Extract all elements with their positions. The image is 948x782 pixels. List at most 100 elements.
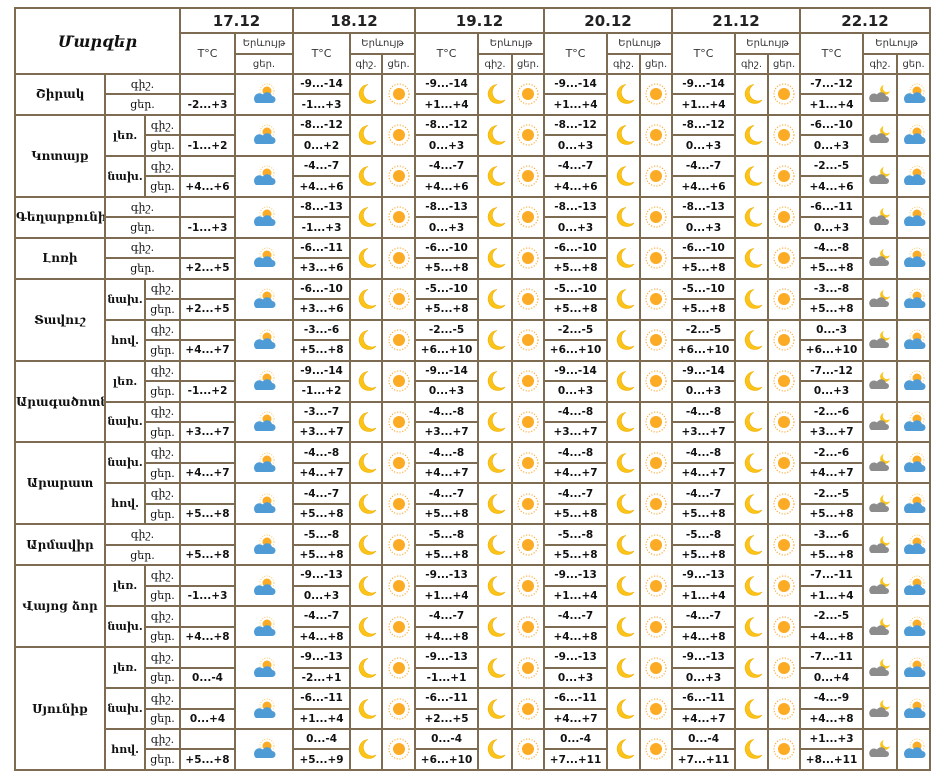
sun-icon	[772, 369, 796, 393]
partly-cloudy-icon	[252, 533, 276, 557]
moon-icon	[740, 533, 764, 557]
partly-cloudy-icon	[252, 164, 276, 188]
moon-icon	[740, 574, 764, 598]
partly-cloudy-icon	[252, 574, 276, 598]
weather-icon-cell	[606, 73, 642, 116]
moon-icon	[612, 697, 636, 721]
moon-icon	[612, 369, 636, 393]
moon-icon	[354, 287, 378, 311]
temp-night: -4...-9	[799, 687, 865, 710]
weather-icon-cell	[767, 359, 802, 403]
moon-icon	[740, 328, 764, 352]
weather-icon-cell	[606, 154, 642, 198]
sun-icon	[387, 451, 411, 475]
temp-day: +4...+6	[543, 175, 609, 198]
weather-icon-cell	[606, 728, 642, 771]
weather-icon-cell	[511, 687, 546, 730]
weather-icon-cell	[639, 605, 674, 649]
sun-icon	[644, 492, 668, 516]
sun-icon	[516, 615, 540, 639]
sun-icon	[387, 246, 411, 270]
sun-icon	[516, 451, 540, 475]
temp-day: +5...+8	[292, 543, 352, 567]
temp-day: 0...+3	[414, 134, 480, 157]
partly-cloudy-icon	[902, 492, 926, 516]
moon-icon	[740, 205, 764, 229]
weather-icon-cell	[234, 359, 295, 403]
cloudy-night-icon	[868, 615, 892, 639]
sun-icon	[772, 697, 796, 721]
night-header: գիշ.	[349, 53, 384, 75]
weather-icon-cell	[349, 564, 384, 608]
night-label: գիշ.	[143, 482, 182, 505]
temp-night: -2...-6	[799, 400, 865, 423]
zone-label: լեռ.	[104, 646, 146, 690]
moon-icon	[354, 492, 378, 516]
temp-night: -7...-12	[799, 72, 865, 96]
sun-icon	[772, 287, 796, 311]
moon-icon	[612, 410, 636, 434]
temp-night: -6...-10	[671, 236, 737, 260]
region-name: Գեղարքունիք	[14, 195, 106, 239]
day-label: ցեր.	[143, 420, 182, 444]
weather-icon-cell	[349, 728, 384, 771]
weather-icon-cell	[234, 687, 295, 730]
temp-night-empty	[179, 318, 237, 342]
weather-icon-cell	[511, 195, 546, 239]
sun-icon	[516, 123, 540, 147]
weather-icon-cell	[767, 441, 802, 485]
temp-day: 0...+3	[414, 216, 480, 239]
weather-icon-cell	[734, 441, 770, 485]
sun-icon	[644, 246, 668, 270]
moon-icon	[483, 369, 507, 393]
moon-icon	[612, 533, 636, 557]
temp-night: -2...-5	[543, 318, 609, 342]
temp-night: -5...-8	[543, 523, 609, 546]
night-label: գիշ.	[143, 564, 182, 587]
temp-night: -5...-10	[671, 277, 737, 301]
temp-day: +4...+8	[543, 625, 609, 649]
temp-night: -4...-7	[543, 482, 609, 505]
weather-icon-cell	[349, 318, 384, 362]
night-label: գիշ.	[143, 154, 182, 178]
temp-night: -4...-7	[414, 605, 480, 628]
weather-icon-cell	[862, 195, 899, 239]
table-row: ցեր. +4...+8 +4...+8 +4...+8 +4...+8 +4...+8 +…	[15, 625, 930, 649]
temp-night: -4...-8	[292, 441, 352, 464]
night-label: գիշ.	[143, 113, 182, 137]
weather-icon-cell	[606, 236, 642, 280]
temp-night: -5...-10	[543, 277, 609, 301]
table-row: նախ. գիշ. -6...-11 -6...-11 -6...-11 -6...-11…	[15, 687, 932, 730]
weather-icon-cell	[511, 482, 546, 526]
sun-icon	[516, 656, 540, 680]
temp-night: -6...-10	[292, 277, 352, 301]
sun-icon	[644, 615, 668, 639]
temp-day: 0...+3	[543, 134, 609, 157]
temp-night: -4...-8	[414, 400, 480, 423]
weather-icon-cell	[896, 687, 932, 730]
temp-night-empty	[179, 727, 237, 751]
partly-cloudy-icon	[902, 656, 926, 680]
partly-cloudy-icon	[252, 369, 276, 393]
temp-day: +6...+10	[414, 339, 480, 362]
temp-day: +4...+8	[292, 625, 352, 649]
temp-night: -7...-11	[799, 564, 865, 587]
weather-icon-cell	[767, 564, 802, 608]
temp-day: 0...+3	[799, 216, 865, 239]
moon-icon	[354, 410, 378, 434]
table-row: Արմավիր գիշ. -5...-8 -5...-8 -5...-8 -5...-8 -…	[14, 523, 932, 567]
weather-icon-cell	[511, 277, 546, 321]
weather-icon-cell	[606, 687, 642, 730]
sun-icon	[772, 328, 796, 352]
weather-icon-cell	[734, 646, 770, 690]
sun-icon	[516, 492, 540, 516]
cloudy-night-icon	[868, 328, 892, 352]
weather-icon-cell	[381, 482, 417, 526]
temp-day: +1...+4	[292, 707, 352, 731]
temp-night: -4...-8	[671, 400, 737, 423]
zone-label: նախ.	[104, 277, 146, 321]
weather-icon-cell	[349, 605, 384, 649]
temp-night: -4...-8	[799, 236, 865, 260]
phenomenon-header: Երևույթ	[862, 32, 932, 55]
temp-day: +5...+8	[179, 748, 237, 771]
